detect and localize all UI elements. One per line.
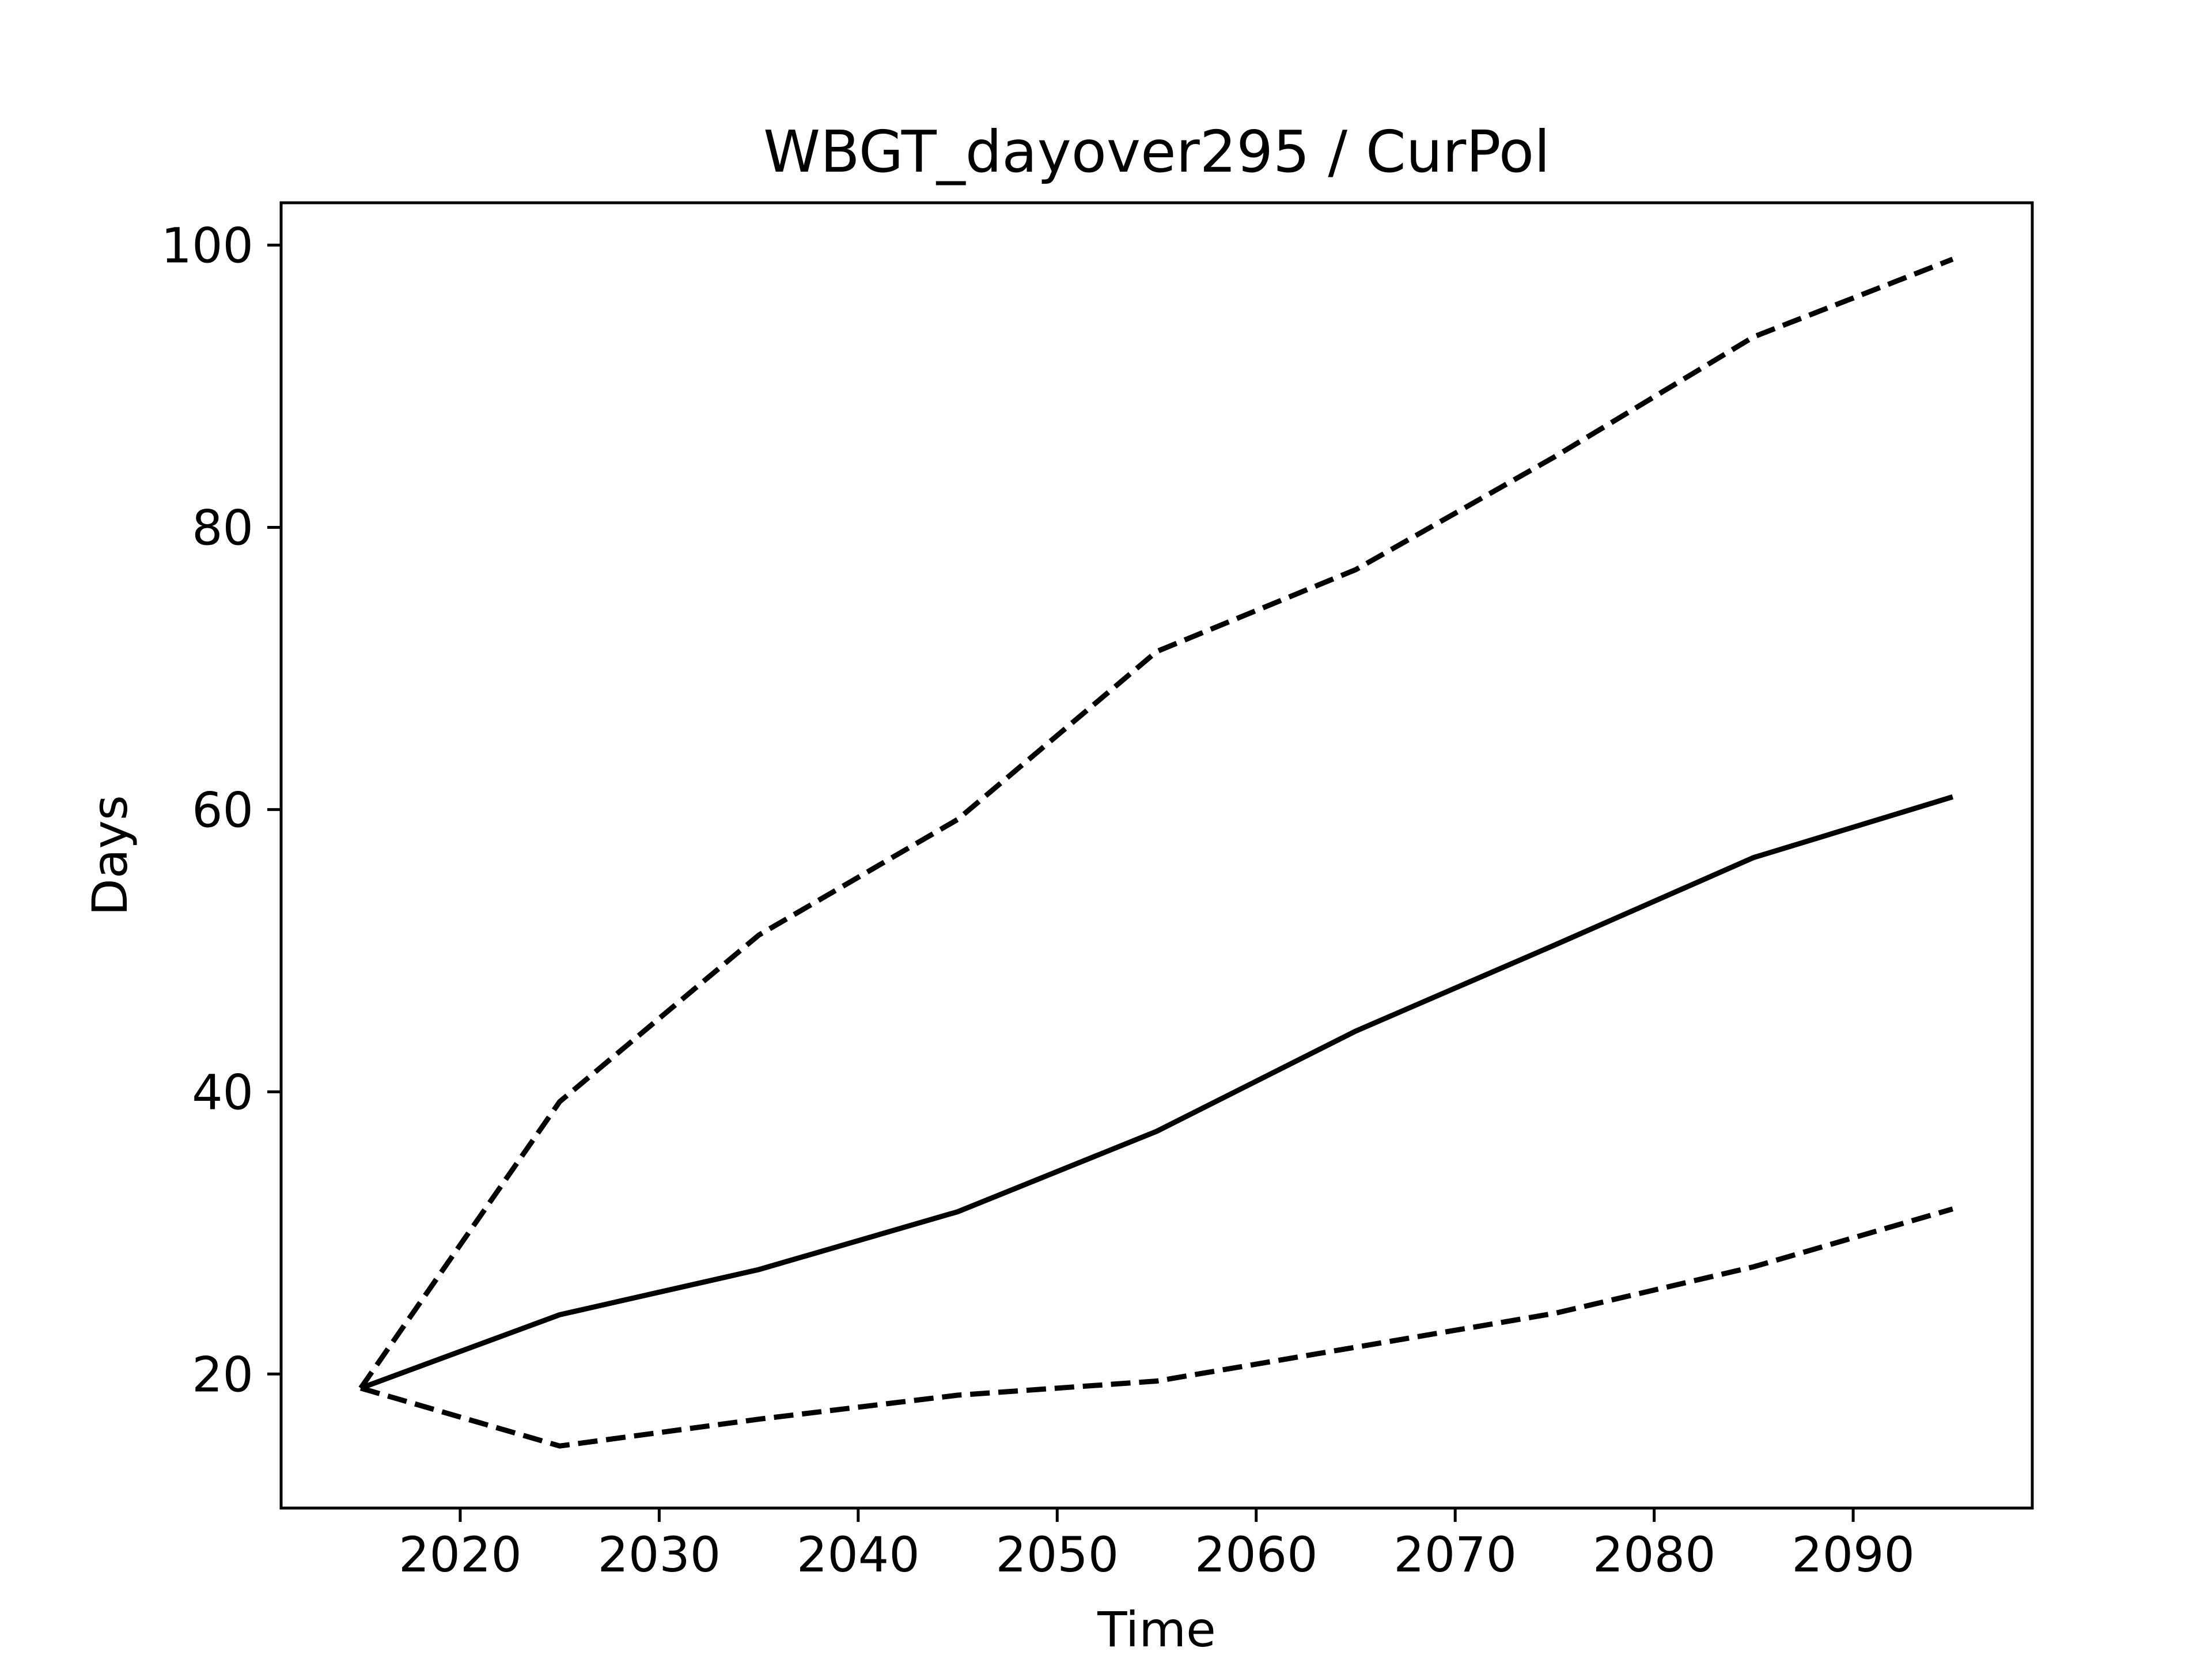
y-tick-label: 60	[192, 782, 253, 838]
x-tick-label: 2060	[1195, 1527, 1318, 1583]
x-tick-label: 2080	[1593, 1527, 1716, 1583]
x-tick-label: 2070	[1393, 1527, 1517, 1583]
y-axis-label: Days	[82, 795, 138, 916]
y-tick-label: 40	[192, 1064, 253, 1120]
y-tick-label: 80	[192, 499, 253, 556]
series-lower-line	[359, 1206, 1954, 1449]
series-upper-line	[358, 256, 1954, 1390]
series-layer	[358, 256, 1954, 1449]
x-tick-label: 2030	[597, 1527, 721, 1583]
x-tick-label: 2090	[1791, 1527, 1915, 1583]
x-tick-label: 2020	[399, 1527, 522, 1583]
x-axis-label: Time	[1097, 1601, 1216, 1658]
series-median-line	[359, 794, 1954, 1391]
y-axis: 20 40 60 80 100	[161, 217, 281, 1403]
x-tick-label: 2040	[797, 1527, 920, 1583]
chart-title: WBGT_dayover295 / CurPol	[763, 118, 1550, 185]
x-axis: 2020 2030 2040 2050 2060 2070 2080 2090	[399, 1508, 1915, 1583]
y-tick-label: 20	[192, 1346, 253, 1403]
plot-frame	[279, 201, 2034, 1510]
x-tick-label: 2050	[995, 1527, 1119, 1583]
y-tick-label: 100	[161, 217, 253, 274]
